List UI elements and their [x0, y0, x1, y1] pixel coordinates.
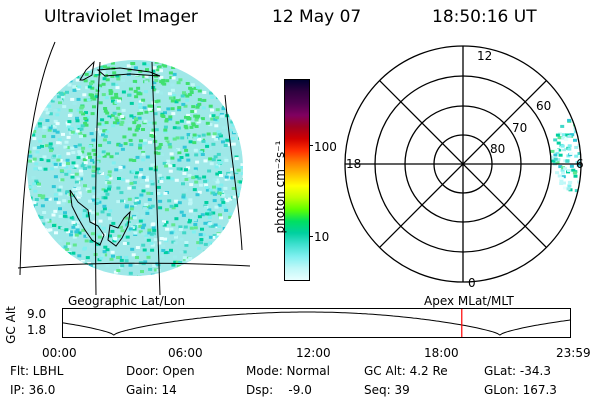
mlat-70-label: 70: [512, 121, 527, 135]
mlat-80-label: 80: [490, 142, 505, 156]
filter-info: Flt: LBHL: [10, 364, 64, 378]
timeline-xtick-0: 00:00: [42, 346, 77, 360]
coastline-outline: [69, 60, 161, 247]
polar-aurora: [550, 116, 581, 193]
instrument-title: Ultraviolet Imager: [44, 7, 198, 27]
polar-grid: [344, 45, 582, 283]
mlat-60-label: 60: [536, 99, 551, 113]
gc-alt-info: GC Alt: 4.2 Re: [364, 364, 448, 378]
time-label: 18:50:16 UT: [432, 7, 537, 27]
door-info: Door: Open: [126, 364, 195, 378]
colorbar-tick-10: 10: [314, 230, 330, 244]
timeline-xtick-2: 12:00: [296, 346, 331, 360]
apex-label: Apex MLat/MLT: [424, 294, 514, 308]
mlt-6-label: 6: [576, 157, 584, 171]
polar-plot: 12 18 6 0 60 70 80: [344, 45, 584, 290]
timeline-frame: [62, 308, 571, 338]
altitude-curve: [62, 311, 572, 336]
geographic-label: Geographic Lat/Lon: [68, 294, 186, 308]
colorbar-unit: photon cm⁻²s⁻¹: [273, 140, 287, 234]
dsp-info: Dsp: -9.0: [246, 383, 312, 397]
colorbar-tick-100: 100: [314, 140, 337, 154]
geographic-image: [17, 41, 251, 296]
seq-info: Seq: 39: [364, 383, 410, 397]
glat-info: GLat: -34.3: [484, 364, 551, 378]
mlt-18-label: 18: [346, 157, 361, 171]
geographic-grid: [17, 41, 251, 296]
mlt-0-label: 0: [468, 276, 476, 290]
colorbar: [284, 79, 310, 281]
mode-info: Mode: Normal: [246, 364, 330, 378]
colorbar-gradient: [285, 80, 309, 280]
date-label: 12 May 07: [272, 7, 362, 27]
timeline-ytick-low: 1.8: [27, 323, 47, 337]
mlt-12-label: 12: [477, 49, 492, 63]
timeline-axis-title: GC Alt: [4, 306, 18, 344]
timeline-ytick-high: 9.0: [27, 307, 47, 321]
glon-info: GLon: 167.3: [484, 383, 557, 397]
timeline-plot: [62, 308, 572, 338]
gain-info: Gain: 14: [126, 383, 177, 397]
timeline-xtick-1: 06:00: [168, 346, 203, 360]
timeline-xtick-4: 23:59: [556, 346, 591, 360]
timeline-xtick-3: 18:00: [424, 346, 459, 360]
ip-info: IP: 36.0: [10, 383, 56, 397]
